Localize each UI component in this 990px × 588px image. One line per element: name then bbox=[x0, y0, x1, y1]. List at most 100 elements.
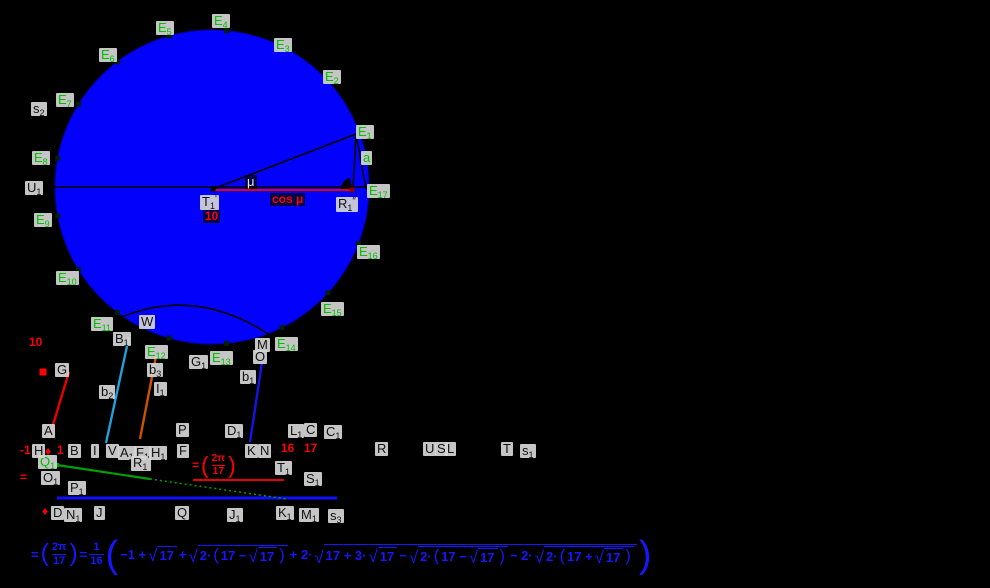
label-C1[interactable]: C1 bbox=[324, 425, 343, 441]
label-S-text: S bbox=[437, 441, 446, 456]
label-O[interactable]: O bbox=[253, 350, 268, 364]
label-E2[interactable]: E2 bbox=[323, 70, 341, 86]
label-R[interactable]: R bbox=[375, 442, 389, 456]
label-E14[interactable]: E14 bbox=[275, 337, 298, 353]
label-K[interactable]: K bbox=[245, 444, 258, 458]
label-O1[interactable]: O1 bbox=[41, 471, 61, 487]
label-B1[interactable]: B1 bbox=[113, 332, 131, 348]
label-S[interactable]: S bbox=[435, 442, 448, 456]
vertex-E8[interactable] bbox=[55, 155, 61, 161]
sine-segment-E1-R1[interactable] bbox=[352, 133, 357, 191]
label-G[interactable]: G bbox=[55, 363, 70, 377]
label-radius-10: 10 bbox=[203, 210, 221, 223]
label-b1[interactable]: b1 bbox=[240, 370, 257, 386]
label-Q1[interactable]: Q1 bbox=[38, 455, 58, 471]
label-V[interactable]: V bbox=[106, 444, 119, 458]
label-H1[interactable]: H1 bbox=[149, 446, 168, 462]
point-R1prime[interactable] bbox=[141, 469, 145, 473]
label-T1[interactable]: T1 bbox=[275, 461, 292, 477]
label-C[interactable]: C bbox=[304, 423, 318, 437]
label-E17-sub: 17 bbox=[377, 190, 388, 200]
label-P[interactable]: P bbox=[176, 423, 189, 437]
label-s1[interactable]: s1 bbox=[520, 444, 536, 460]
label-E17[interactable]: E17 bbox=[367, 184, 390, 200]
label-E1[interactable]: E1 bbox=[356, 125, 374, 141]
label-U[interactable]: U bbox=[423, 442, 437, 456]
line-b2-cyan[interactable] bbox=[104, 336, 131, 444]
label-M1-sub: 1 bbox=[311, 514, 317, 524]
vertex-E4[interactable] bbox=[223, 28, 229, 34]
vertex-E5[interactable] bbox=[166, 33, 172, 39]
label-E6[interactable]: E6 bbox=[99, 48, 117, 64]
point-R1doubleprime[interactable] bbox=[349, 187, 355, 193]
label-I[interactable]: I bbox=[91, 444, 99, 458]
line-b1-blue[interactable] bbox=[248, 348, 266, 443]
vertex-E12[interactable] bbox=[166, 335, 172, 341]
label-D[interactable]: D bbox=[51, 506, 65, 520]
label-W[interactable]: W bbox=[139, 315, 156, 329]
red-square-marker[interactable] bbox=[39, 368, 47, 376]
label-E9[interactable]: E9 bbox=[34, 213, 52, 229]
formula-frac: 1 16 bbox=[89, 541, 104, 567]
label-M1[interactable]: M1 bbox=[299, 508, 319, 524]
label-R1prime[interactable]: R1' bbox=[131, 455, 152, 472]
vertex-E13[interactable] bbox=[223, 340, 229, 346]
label-U1[interactable]: U1 bbox=[25, 181, 44, 197]
label-K1[interactable]: K1 bbox=[276, 506, 294, 522]
bottom-arc[interactable] bbox=[102, 304, 286, 347]
label-B[interactable]: B bbox=[68, 444, 81, 458]
label-R1doubleprime[interactable]: R1″ bbox=[336, 196, 358, 213]
label-E5[interactable]: E5 bbox=[156, 21, 174, 37]
label-E8[interactable]: E8 bbox=[32, 151, 50, 167]
label-N1[interactable]: N1 bbox=[64, 508, 83, 524]
label-E13[interactable]: E13 bbox=[210, 351, 233, 367]
label-E16-sub: 16 bbox=[367, 251, 378, 261]
green-solid[interactable] bbox=[56, 463, 151, 481]
label-F[interactable]: F bbox=[177, 444, 189, 458]
label-E3[interactable]: E3 bbox=[274, 38, 292, 54]
vertex-E7[interactable] bbox=[76, 101, 82, 107]
label-E12[interactable]: E12 bbox=[145, 345, 168, 361]
label-H[interactable]: H bbox=[32, 444, 46, 458]
label-E4[interactable]: E4 bbox=[212, 14, 230, 30]
label-s2[interactable]: s2 bbox=[31, 102, 47, 118]
point-T1[interactable] bbox=[282, 474, 286, 478]
label-E15[interactable]: E15 bbox=[321, 302, 344, 318]
vertex-E9[interactable] bbox=[55, 213, 61, 219]
label-mu[interactable]: μ bbox=[245, 175, 257, 189]
radius-T1-E1[interactable] bbox=[212, 133, 357, 190]
green-dashed[interactable] bbox=[149, 478, 288, 500]
label-T[interactable]: T bbox=[501, 442, 513, 456]
label-M[interactable]: M bbox=[255, 338, 270, 352]
label-J[interactable]: J bbox=[94, 506, 105, 520]
label-P1[interactable]: P1 bbox=[68, 481, 86, 497]
vertex-E15[interactable] bbox=[325, 290, 331, 296]
label-I1[interactable]: I1 bbox=[154, 382, 167, 398]
label-E10[interactable]: E10 bbox=[56, 271, 79, 287]
label-N1-sub: 1 bbox=[75, 514, 81, 524]
label-N[interactable]: N bbox=[258, 444, 272, 458]
label-Q[interactable]: Q bbox=[175, 506, 190, 520]
label-E7[interactable]: E7 bbox=[56, 93, 74, 109]
label-S1[interactable]: S1 bbox=[304, 472, 322, 488]
vertex-E16[interactable] bbox=[355, 241, 361, 247]
label-E11[interactable]: E11 bbox=[91, 317, 114, 333]
label-a[interactable]: a bbox=[361, 151, 373, 165]
label-D1[interactable]: D1 bbox=[225, 424, 244, 440]
label-L1[interactable]: L1 bbox=[288, 424, 305, 440]
label-s3[interactable]: s3 bbox=[328, 509, 344, 525]
label-E16[interactable]: E16 bbox=[357, 245, 380, 261]
point-T1prime[interactable] bbox=[210, 186, 216, 192]
vertex-E14[interactable] bbox=[279, 325, 285, 331]
label-G1[interactable]: G1 bbox=[189, 355, 209, 371]
vertex-E6[interactable] bbox=[114, 59, 120, 65]
vertex-E11[interactable] bbox=[114, 309, 120, 315]
label-J1[interactable]: J1 bbox=[227, 508, 243, 524]
label-C1-sub: 1 bbox=[335, 431, 341, 441]
vertex-E10[interactable] bbox=[76, 267, 82, 273]
label-b2[interactable]: b2 bbox=[99, 385, 116, 401]
label-L[interactable]: L bbox=[445, 442, 457, 456]
label-b3[interactable]: b3 bbox=[147, 363, 164, 379]
label-A[interactable]: A bbox=[42, 424, 55, 438]
label-T1prime[interactable]: T1' bbox=[200, 194, 219, 211]
